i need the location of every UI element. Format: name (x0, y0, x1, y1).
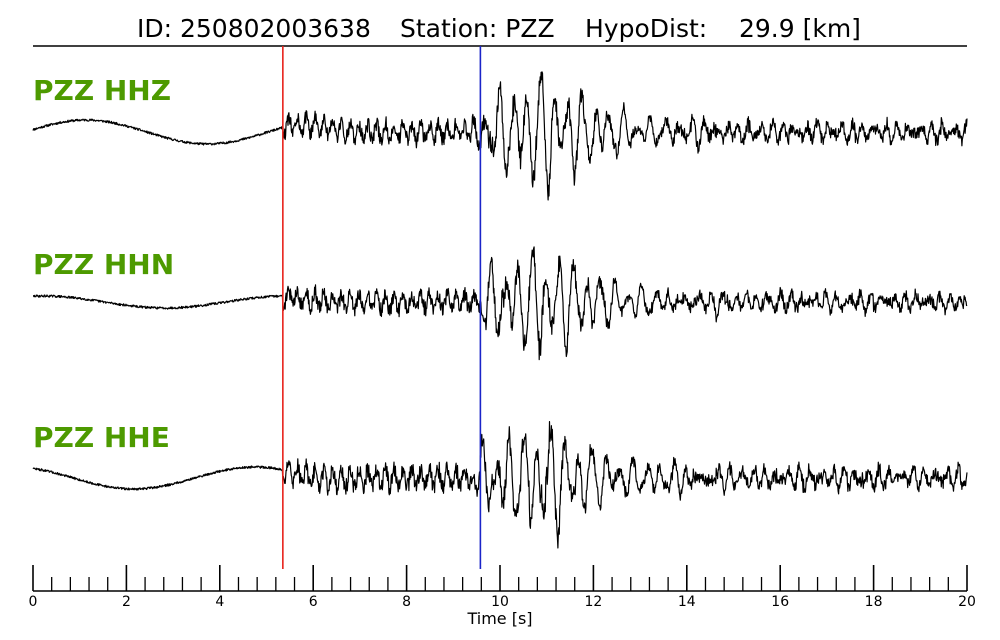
traces-group (32, 71, 968, 549)
waveform-pzz-hhz (32, 71, 968, 201)
channel-label-hhz: PZZ HHZ (33, 74, 171, 107)
x-tick-label: 8 (402, 594, 411, 610)
title-station: Station: PZZ (400, 14, 555, 43)
figure-title: ID: 250802003638 Station: PZZ HypoDist: … (137, 14, 861, 43)
x-axis: 0 2 4 6 8 10 12 14 16 18 20 (29, 565, 976, 610)
title-event-id: ID: 250802003638 (137, 14, 371, 43)
phase-picks (282, 46, 482, 569)
x-tick-label: 0 (29, 594, 38, 610)
channel-label-hhn: PZZ HHN (33, 248, 174, 281)
x-tick-label: 14 (678, 594, 696, 610)
waveform-pzz-hhn (32, 246, 968, 361)
x-tick-label: 2 (122, 594, 131, 610)
x-tick-label: 4 (215, 594, 224, 610)
x-tick-label: 12 (584, 594, 602, 610)
channel-labels: PZZ HHZ PZZ HHN PZZ HHE (33, 74, 174, 454)
title-hypo-distance: HypoDist: 29.9 [km] (585, 14, 861, 43)
x-tick-label: 10 (491, 594, 509, 610)
x-tick-label: 20 (958, 594, 976, 610)
x-tick-label: 18 (865, 594, 883, 610)
waveform-pzz-hhe (32, 421, 968, 549)
x-tick-label: 16 (771, 594, 789, 610)
channel-label-hhe: PZZ HHE (33, 421, 170, 454)
x-axis-label: Time [s] (466, 609, 532, 628)
x-tick-label: 6 (309, 594, 318, 610)
